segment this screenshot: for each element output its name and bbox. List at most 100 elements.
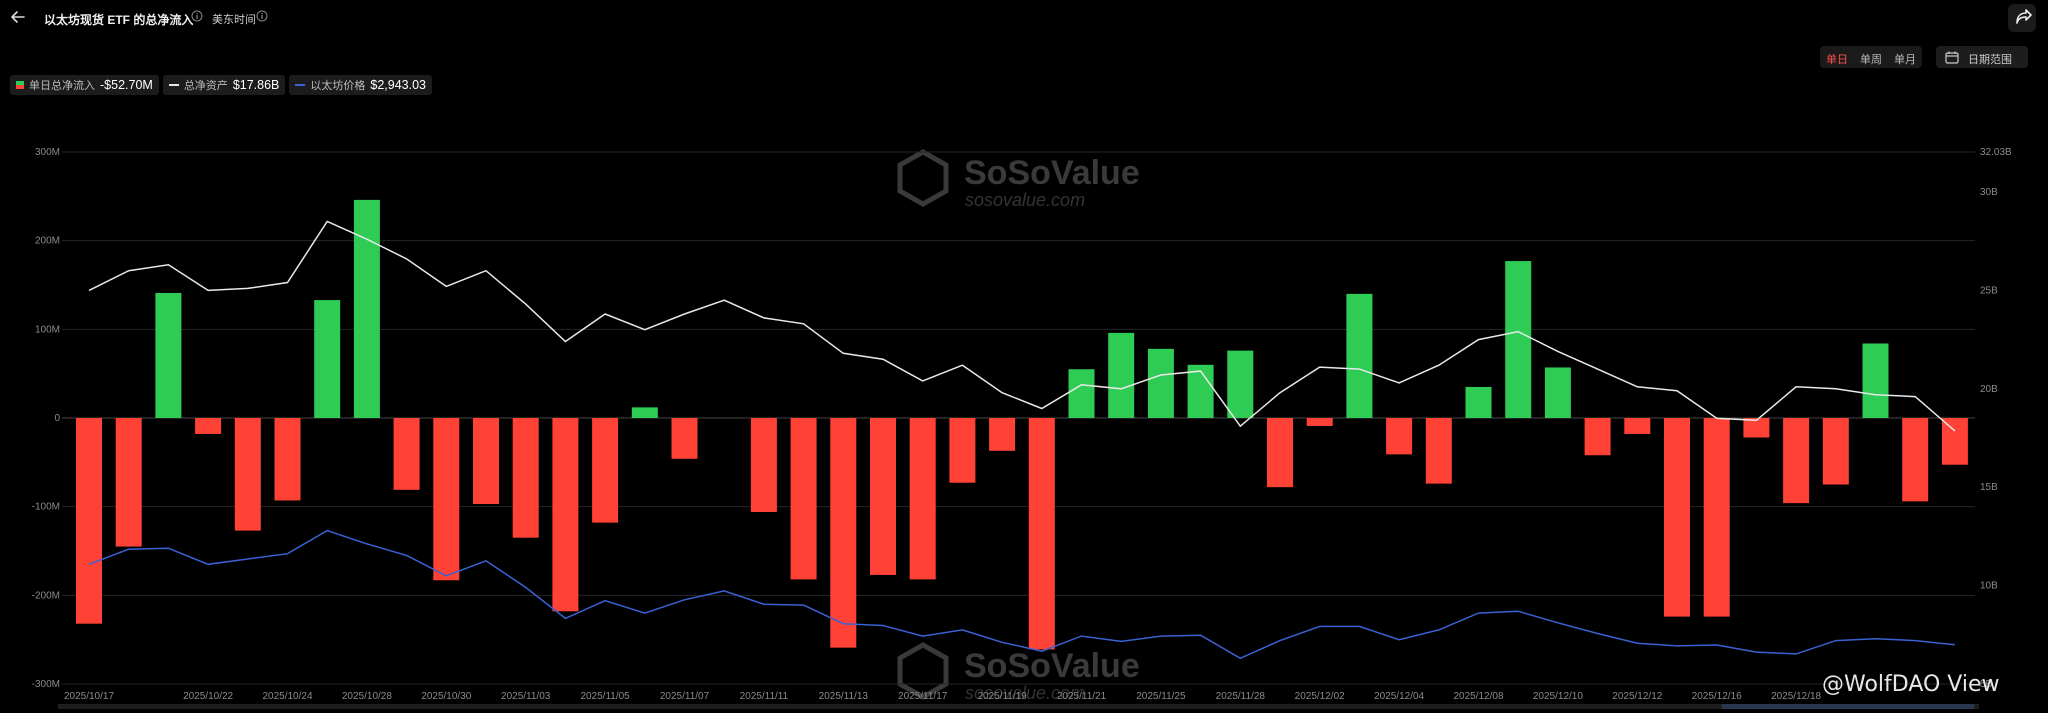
x-axis-tick-label: 2025/12/08	[1453, 691, 1503, 702]
inflow-bar	[274, 418, 301, 501]
inflow-bar	[234, 418, 261, 531]
right-axis-labels: 32.03B 30B 25B 20B 15B 10B 5B	[1980, 147, 2012, 690]
page-title: 以太坊现货 ETF 的总净流入	[44, 13, 194, 27]
chart-legend: 单日总净流入 -$52.70M 总净资产 $17.86B 以太坊价格 $2,94…	[10, 75, 432, 95]
inflow-bar	[989, 418, 1016, 451]
legend-label: 单日总净流入	[29, 80, 95, 92]
inflow-bar	[1624, 418, 1651, 434]
right-axis-tick-label: 30B	[1980, 187, 1998, 198]
tab-monthly[interactable]: 单月	[1894, 54, 1916, 66]
inflow-bar	[1584, 418, 1611, 456]
right-axis-tick-label: 20B	[1980, 384, 1998, 395]
period-selector: 单日 单周 单月	[1820, 46, 1922, 68]
inflow-bar	[1822, 418, 1849, 485]
x-axis-tick-label: 2025/11/17	[898, 691, 948, 702]
left-axis-tick-label: 0	[54, 413, 60, 424]
date-range-button[interactable]: 日期范围	[1936, 46, 2028, 68]
left-axis-tick-label: 300M	[35, 147, 60, 158]
net-inflow-chart: SoSoValuesosovalue.comSoSoValuesosovalue…	[32, 147, 2012, 709]
inflow-bar	[1346, 293, 1373, 418]
date-range-label: 日期范围	[1968, 54, 2012, 66]
watermark-brand: SoSoValue	[964, 647, 1140, 685]
inflow-bar	[1941, 418, 1968, 465]
series-lines	[88, 220, 1956, 660]
tab-weekly[interactable]: 单周	[1860, 54, 1882, 66]
inflow-bar	[1505, 261, 1532, 418]
x-axis-tick-label: 2025/11/11	[740, 691, 789, 702]
inflow-bar	[1068, 369, 1095, 418]
x-axis-tick-label: 2025/12/12	[1612, 691, 1662, 702]
inflow-bar	[1306, 418, 1333, 426]
x-axis-tick-label: 2025/10/30	[421, 691, 471, 702]
back-arrow-icon[interactable]	[8, 7, 28, 27]
inflow-bar	[1108, 332, 1135, 418]
x-axis-tick-label: 2025/11/13	[819, 691, 869, 702]
inflow-bar	[473, 418, 499, 505]
x-axis-tick-label: 2025/11/25	[1136, 691, 1186, 702]
inflow-bar	[1902, 418, 1929, 502]
inflow-bar	[552, 418, 579, 612]
inflow-bar	[1664, 418, 1690, 617]
corner-watermark: @WolfDAO View	[1822, 672, 2000, 697]
x-axis-scroll-track	[58, 704, 1979, 709]
inflow-bar	[1187, 364, 1214, 418]
inflow-bar	[790, 418, 817, 580]
left-axis-tick-label: -100M	[32, 502, 60, 513]
bar-swatch-icon	[16, 81, 24, 89]
legend-value: $2,943.03	[370, 78, 426, 92]
inflow-bar	[592, 418, 619, 523]
inflow-bar	[353, 199, 380, 418]
legend-value: $17.86B	[232, 78, 280, 92]
top-bar: 以太坊现货 ETF 的总净流入 美东时间	[0, 0, 2048, 36]
x-axis-tick-label: 2025/10/22	[183, 691, 233, 702]
inflow-bar	[1267, 418, 1293, 488]
legend-label: 以太坊价格	[310, 80, 366, 92]
legend-item-total-net-assets[interactable]: 总净资产 $17.86B	[162, 75, 286, 95]
sosovalue-logo-icon	[897, 642, 949, 700]
legend-item-daily-net-inflow[interactable]: 单日总净流入 -$52.70M	[10, 75, 159, 95]
eth-price-line	[88, 529, 1955, 660]
inflow-bar	[671, 418, 698, 459]
inflow-bar	[1862, 343, 1889, 418]
watermark-domain: sosovalue.com	[965, 683, 1085, 703]
x-axis-scroll-thumb	[1722, 704, 1974, 709]
x-axis-tick-label: 2025/11/03	[501, 691, 551, 702]
tab-daily[interactable]: 单日	[1826, 54, 1848, 66]
inflow-bar	[433, 418, 460, 581]
inflow-bar	[155, 292, 182, 418]
watermark-domain: sosovalue.com	[965, 190, 1085, 210]
right-axis-tick-label: 25B	[1980, 285, 1998, 296]
left-axis-tick-label: -200M	[32, 590, 60, 601]
inflow-bar	[76, 418, 102, 624]
sosovalue-logo-icon	[897, 149, 949, 207]
inflow-bar	[1743, 418, 1770, 438]
x-axis-tick-label: 2025/11/07	[660, 691, 710, 702]
right-axis-tick-label: 5B	[1980, 679, 1993, 690]
inflow-bar	[512, 418, 539, 538]
legend-item-eth-price[interactable]: 以太坊价格 $2,943.03	[289, 75, 432, 95]
x-axis-tick-label: 2025/12/04	[1374, 691, 1424, 702]
sosovalue-watermark: SoSoValuesosovalue.comSoSoValuesosovalue…	[897, 149, 1140, 703]
timezone-info-icon[interactable]	[256, 10, 268, 22]
inflow-bar	[870, 418, 896, 575]
legend-value: -$52.70M	[100, 78, 153, 92]
timezone-label: 美东时间	[212, 14, 256, 26]
legend-label: 总净资产	[183, 80, 228, 92]
left-axis-tick-label: 200M	[35, 236, 60, 247]
left-axis-tick-label: -300M	[32, 679, 60, 690]
x-axis-tick-label: 2025/11/28	[1216, 691, 1266, 702]
inflow-bar	[115, 418, 142, 547]
inflow-bar	[1386, 418, 1413, 455]
inflow-bar	[830, 418, 857, 648]
inflow-bar	[393, 418, 420, 490]
x-axis-tick-label: 2025/12/10	[1533, 691, 1583, 702]
inflow-bar	[1703, 418, 1730, 617]
share-icon	[2016, 9, 2032, 24]
share-button[interactable]	[2008, 4, 2036, 32]
x-axis-tick-label: 2025/12/18	[1771, 691, 1821, 702]
right-axis-tick-label: 15B	[1980, 482, 1998, 493]
x-axis-labels: 2025/10/17 2025/10/22 2025/10/24 2025/10/28…	[58, 691, 1979, 709]
x-axis-tick-label: 2025/11/21	[1057, 691, 1107, 702]
info-icon[interactable]	[191, 10, 203, 22]
x-axis-tick-label: 2025/10/17	[64, 691, 114, 702]
